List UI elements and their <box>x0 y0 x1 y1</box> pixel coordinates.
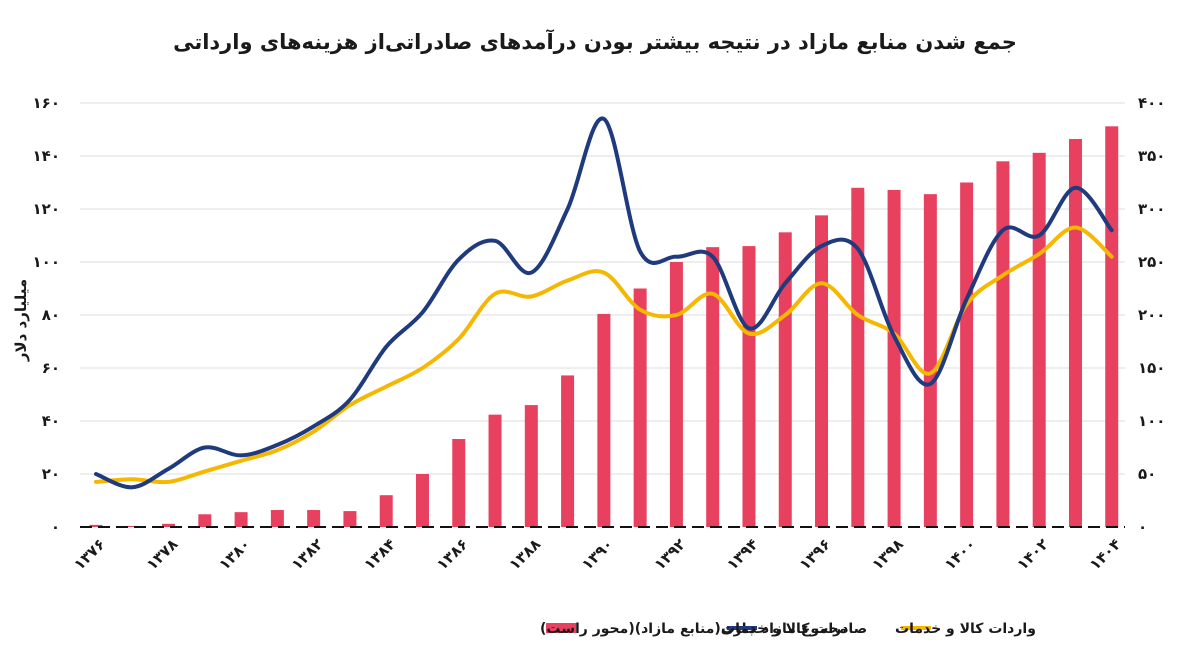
bar <box>887 189 901 528</box>
bar <box>198 514 212 527</box>
bar <box>452 439 466 527</box>
chart-title: جمع شدن منابع مازاد در نتیجه بیشتر بودن … <box>173 29 1017 54</box>
y-right-tick-label: ۳۵۰ <box>1138 147 1165 165</box>
bar <box>343 511 357 527</box>
y-right-tick-label: ۱۰۰ <box>1138 412 1165 430</box>
y-right-tick-label: ۳۰۰ <box>1138 200 1165 218</box>
bar <box>960 182 974 527</box>
x-tick-label: ۱۳۹۲ <box>651 535 690 574</box>
bar <box>633 288 647 527</box>
bar <box>125 525 139 527</box>
y-left-tick-label: ۱۶۰ <box>33 94 60 112</box>
bar <box>597 313 611 527</box>
y-right-tick-label: ۴۰۰ <box>1138 94 1165 112</box>
bar <box>561 375 575 527</box>
y-right-tick-label: ۲۵۰ <box>1138 253 1165 271</box>
y-left-tick-label: ۲۰ <box>42 465 60 483</box>
line-series <box>94 116 1114 490</box>
legend-label-bar: مجموع مازاد جاری(منابع مازاد)(محور راست) <box>540 621 847 637</box>
bar <box>706 247 720 527</box>
x-tick-label: ۱۳۸۸ <box>506 535 545 574</box>
x-tick-label: ۱۴۰۰ <box>941 535 980 574</box>
bar <box>415 474 429 527</box>
y-right-tick-label: ۵۰ <box>1138 465 1156 483</box>
x-tick-label: ۱۳۹۰ <box>578 535 617 574</box>
bar <box>851 187 865 528</box>
y-right-tick-label: ۱۵۰ <box>1138 359 1165 377</box>
y-left-tick-label: ۴۰ <box>42 412 60 430</box>
y-left-tick-label: ۶۰ <box>42 359 60 377</box>
bar <box>488 414 502 527</box>
bar <box>815 215 829 528</box>
bar <box>524 405 538 527</box>
x-tick-label: ۱۴۰۲ <box>1013 535 1052 574</box>
x-tick-label: ۱۴۰۴ <box>1086 535 1125 574</box>
bar <box>1032 152 1046 527</box>
bar <box>1068 139 1082 528</box>
exports-line <box>94 116 1114 490</box>
x-tick-label: ۱۳۹۸ <box>868 535 907 574</box>
imports-line <box>94 225 1114 485</box>
legend-label-imports: واردات کالا و خدمات <box>895 621 1036 637</box>
x-tick-label: ۱۳۹۴ <box>723 535 762 574</box>
bar-series <box>89 126 1119 528</box>
x-tick-label: ۱۳۹۶ <box>796 535 835 574</box>
legend-swatch-bar <box>546 623 576 633</box>
x-tick-label: ۱۳۷۸ <box>143 535 182 574</box>
bar <box>923 194 937 527</box>
x-tick-label: ۱۳۸۰ <box>215 535 254 574</box>
y-left-tick-label: ۱۴۰ <box>33 147 60 165</box>
bar <box>270 510 284 527</box>
bar <box>379 495 393 527</box>
y-left-tick-label: ۱۲۰ <box>33 200 60 218</box>
bar <box>778 232 792 527</box>
y-axis-label: میلیارد دلار <box>12 279 30 362</box>
bar <box>307 510 321 527</box>
x-tick-label: ۱۳۷۶ <box>70 535 109 574</box>
bar <box>996 161 1010 528</box>
legend-label-exports: صادرات کالا و خدمات <box>721 621 867 637</box>
bar <box>162 523 176 527</box>
bar <box>1105 126 1119 527</box>
y-left-tick-label: ۸۰ <box>42 306 60 324</box>
y-left-tick-label: ۰ <box>51 518 60 536</box>
y-left-tick-label: ۱۰۰ <box>33 253 60 271</box>
legend: مجموع مازاد جاری(منابع مازاد)(محور راست)… <box>540 621 1036 637</box>
x-tick-label: ۱۳۸۴ <box>360 535 399 574</box>
bar <box>669 262 683 527</box>
x-tick-label: ۱۳۸۶ <box>433 535 472 574</box>
y-right-tick-label: ۰ <box>1138 518 1147 536</box>
y-right-tick-label: ۲۰۰ <box>1138 306 1165 324</box>
bar <box>234 512 248 527</box>
x-tick-label: ۱۳۸۲ <box>288 535 327 574</box>
bar <box>89 524 103 527</box>
bar <box>742 246 756 527</box>
